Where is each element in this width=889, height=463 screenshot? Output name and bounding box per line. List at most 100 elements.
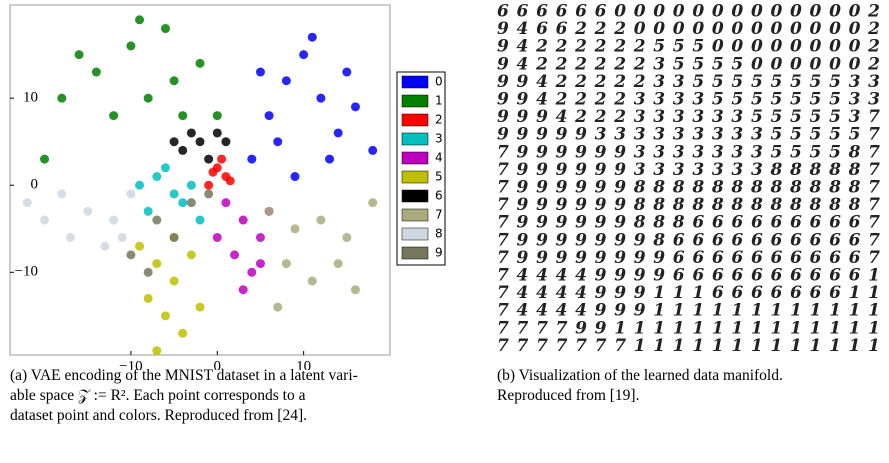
point bbox=[91, 67, 101, 77]
legend-swatch bbox=[401, 151, 429, 165]
point bbox=[217, 154, 227, 164]
point bbox=[368, 198, 378, 208]
point bbox=[40, 215, 50, 225]
point bbox=[325, 154, 335, 164]
y-tick-label: 10 bbox=[23, 90, 38, 106]
point bbox=[160, 24, 170, 34]
point bbox=[186, 128, 196, 138]
point bbox=[247, 154, 257, 164]
legend-swatch bbox=[401, 227, 429, 241]
point bbox=[169, 232, 179, 242]
point bbox=[299, 50, 309, 60]
point bbox=[169, 276, 179, 286]
legend-swatch bbox=[401, 132, 429, 146]
point bbox=[221, 137, 231, 147]
point bbox=[221, 198, 231, 208]
legend-label: 6 bbox=[435, 189, 443, 203]
point bbox=[208, 167, 218, 177]
point bbox=[204, 154, 214, 164]
manifold-row: 99422222335555555533 bbox=[497, 72, 880, 92]
point bbox=[40, 154, 50, 164]
legend-swatch bbox=[401, 113, 429, 127]
manifold-row: 79999999866666666667 bbox=[497, 230, 880, 250]
manifold-row: 99422223333555555533 bbox=[497, 90, 880, 110]
point bbox=[143, 293, 153, 303]
caption-b: (b) Visualization of the learned data ma… bbox=[497, 366, 783, 406]
x-tick-label: 10 bbox=[296, 358, 311, 370]
point bbox=[143, 206, 153, 216]
y-tick-label: −10 bbox=[15, 264, 38, 280]
manifold-row: 99999333333333555557 bbox=[497, 125, 880, 145]
manifold-row: 74444999111111111111 bbox=[497, 301, 880, 321]
manifold-row: 79999999966666666667 bbox=[497, 248, 880, 268]
caption-a: (a) VAE encoding of the MNIST dataset in… bbox=[10, 366, 358, 426]
point bbox=[22, 198, 32, 208]
y-tick-label: 0 bbox=[31, 177, 39, 193]
point bbox=[117, 232, 127, 242]
point bbox=[160, 311, 170, 321]
x-tick-label: −10 bbox=[119, 358, 142, 370]
point bbox=[273, 302, 283, 312]
point bbox=[65, 232, 75, 242]
point bbox=[178, 328, 188, 338]
point bbox=[333, 128, 343, 138]
caption-line: (b) Visualization of the learned data ma… bbox=[497, 367, 783, 384]
point bbox=[350, 102, 360, 112]
manifold-row: 79999998886666666667 bbox=[497, 213, 880, 233]
legend-swatch bbox=[401, 189, 429, 203]
point bbox=[204, 189, 214, 199]
point bbox=[255, 232, 265, 242]
point bbox=[143, 267, 153, 277]
point bbox=[178, 198, 188, 208]
point bbox=[74, 50, 84, 60]
legend-label: 3 bbox=[435, 132, 443, 146]
caption-line: dataset point and colors. Reproduced fro… bbox=[10, 407, 307, 424]
point bbox=[350, 285, 360, 295]
point bbox=[342, 232, 352, 242]
point bbox=[307, 32, 317, 42]
point bbox=[186, 180, 196, 190]
point bbox=[83, 206, 93, 216]
manifold-row: 94222222555000000002 bbox=[497, 37, 880, 57]
legend-label: 9 bbox=[435, 246, 443, 260]
point bbox=[169, 76, 179, 86]
manifold-row: 99942223333335555537 bbox=[497, 107, 880, 127]
manifold-row: 74444999966666666661 bbox=[497, 266, 880, 286]
point bbox=[178, 145, 188, 155]
point bbox=[57, 93, 67, 103]
point bbox=[238, 285, 248, 295]
legend-label: 8 bbox=[435, 227, 443, 241]
point bbox=[195, 215, 205, 225]
point bbox=[100, 241, 110, 251]
point bbox=[212, 128, 222, 138]
caption-line: able space 𝒵 := R². Each point correspon… bbox=[10, 387, 306, 404]
point bbox=[186, 250, 196, 260]
point bbox=[368, 145, 378, 155]
manifold-row: 79999993333333888887 bbox=[497, 160, 880, 180]
point bbox=[126, 250, 136, 260]
point bbox=[109, 215, 119, 225]
point bbox=[57, 189, 67, 199]
point bbox=[204, 180, 214, 190]
point bbox=[152, 259, 162, 269]
legend-label: 0 bbox=[435, 75, 443, 89]
manifold-row: 77779911111111111111 bbox=[497, 318, 880, 338]
point bbox=[255, 259, 265, 269]
manifold-row: 94662220000000000002 bbox=[497, 19, 880, 39]
point bbox=[195, 302, 205, 312]
caption-line: (a) VAE encoding of the MNIST dataset in… bbox=[10, 367, 358, 384]
point bbox=[230, 250, 240, 260]
plot-frame bbox=[9, 4, 391, 356]
point bbox=[307, 276, 317, 286]
point bbox=[109, 111, 119, 121]
legend-label: 1 bbox=[435, 94, 443, 108]
legend-label: 4 bbox=[435, 151, 443, 165]
point bbox=[195, 58, 205, 68]
legend-label: 7 bbox=[435, 208, 443, 222]
point bbox=[135, 15, 145, 25]
point bbox=[186, 198, 196, 208]
legend-swatch bbox=[401, 170, 429, 184]
caption-line: Reproduced from [19]. bbox=[497, 387, 640, 404]
manifold-row: 79999993333333555587 bbox=[497, 142, 880, 162]
point bbox=[160, 163, 170, 173]
